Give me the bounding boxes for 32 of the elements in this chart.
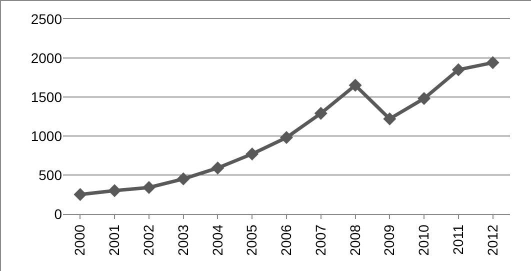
x-tick-label: 2007 xyxy=(312,224,328,256)
point xyxy=(486,56,500,70)
point xyxy=(348,78,362,92)
x-tick-label: 2010 xyxy=(416,224,432,256)
x-tick-label: 2012 xyxy=(484,224,500,256)
point xyxy=(211,161,224,174)
point xyxy=(74,188,87,201)
x-tick-label: 2009 xyxy=(381,224,398,256)
point xyxy=(383,112,396,126)
y-tick-label: 1500 xyxy=(30,88,62,105)
x-tick-label: 2000 xyxy=(72,224,88,256)
x-tick-label: 2006 xyxy=(278,224,294,256)
y-tick-label: 0 xyxy=(54,206,62,222)
x-tick-label: 2004 xyxy=(209,224,226,256)
x-tick-label: 2001 xyxy=(106,224,122,256)
point xyxy=(314,106,328,120)
y-tick-label: 500 xyxy=(38,166,62,183)
point xyxy=(452,63,465,76)
x-tick-label: 2003 xyxy=(174,224,191,256)
x-tick-label: 2005 xyxy=(244,224,260,256)
y-tick-label: 1000 xyxy=(30,128,62,144)
y-tick-label: 2500 xyxy=(30,10,62,27)
point xyxy=(108,184,122,198)
point xyxy=(246,147,259,160)
x-tick-label: 2002 xyxy=(140,224,157,256)
x-tick-label: 2011 xyxy=(450,224,466,255)
y-tick-label: 2000 xyxy=(30,50,62,66)
point xyxy=(142,180,156,194)
point xyxy=(280,131,293,144)
x-tick-label: 2008 xyxy=(346,224,363,256)
point xyxy=(418,92,431,106)
point xyxy=(176,172,190,186)
